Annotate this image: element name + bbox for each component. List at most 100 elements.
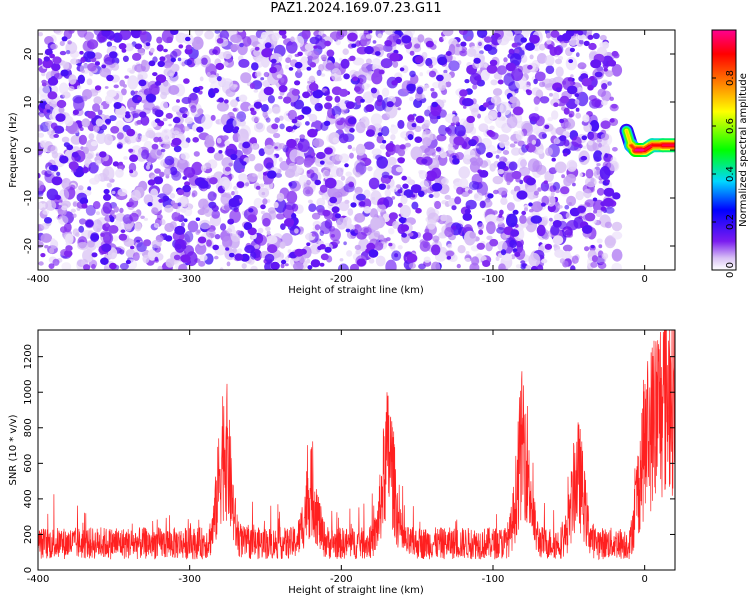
heatmap-cell — [221, 157, 233, 168]
heatmap-cell — [549, 92, 553, 97]
colorbar-label: Normalized spectral amplitude — [738, 73, 749, 227]
heatmap-cell — [436, 115, 441, 120]
heatmap-cell — [219, 267, 224, 270]
heatmap-cell — [153, 176, 164, 185]
heatmap-cell — [192, 137, 199, 143]
heatmap-cell — [612, 147, 618, 152]
heatmap-cell — [105, 222, 110, 228]
heatmap-cell — [65, 233, 74, 245]
heatmap-cell — [90, 233, 99, 241]
heatmap-cell — [197, 208, 206, 216]
heatmap-cell — [262, 217, 271, 227]
heatmap-cell — [212, 49, 218, 55]
heatmap-cell — [38, 190, 44, 197]
heatmap-cell — [550, 191, 555, 197]
heatmap-cell — [151, 239, 162, 249]
heatmap-cell — [400, 195, 408, 205]
heatmap-cell — [170, 57, 176, 63]
heatmap-cell — [124, 75, 129, 79]
heatmap-cell — [95, 118, 104, 127]
heatmap-cell — [310, 152, 316, 157]
top-x-axis-label: Height of straight line (km) — [288, 285, 424, 296]
heatmap-cell — [78, 185, 84, 191]
heatmap-cell — [38, 172, 41, 179]
heatmap-cell — [223, 99, 229, 104]
heatmap-cell — [588, 42, 597, 51]
heatmap-cell — [520, 54, 528, 63]
heatmap-cell — [130, 245, 135, 250]
heatmap-cell — [376, 156, 389, 169]
heatmap-cell — [356, 232, 367, 240]
heatmap-cell — [401, 232, 407, 238]
heatmap-cell — [554, 161, 567, 174]
heatmap-cell — [229, 30, 238, 36]
heatmap-cell — [147, 202, 153, 207]
x-tick-label: -400 — [27, 274, 50, 285]
heatmap-cell — [51, 176, 63, 186]
heatmap-cell — [165, 258, 175, 268]
heatmap-cell — [525, 89, 531, 93]
heatmap-cell — [512, 30, 522, 36]
heatmap-cell — [63, 249, 73, 258]
heatmap-cell — [306, 66, 312, 71]
heatmap-cell — [348, 181, 355, 188]
heatmap-cell — [490, 79, 498, 86]
heatmap-cell — [546, 39, 552, 45]
snr-frame — [37, 329, 676, 571]
heatmap-cell — [81, 118, 91, 128]
heatmap-cell — [119, 30, 132, 41]
heatmap-cell — [331, 206, 340, 214]
heatmap-cell — [339, 57, 343, 62]
heatmap-cell — [204, 30, 215, 40]
heatmap-cell — [278, 157, 283, 162]
heatmap-cell — [240, 168, 245, 172]
heatmap-cell — [481, 255, 487, 262]
heatmap-cell — [582, 114, 590, 123]
heatmap-cell — [72, 109, 79, 116]
heatmap-cell — [377, 33, 383, 39]
heatmap-cell — [479, 50, 484, 55]
heatmap-cell — [585, 176, 597, 188]
bottom-x-ticks: -400 -300 -200 -100 0 — [27, 330, 648, 585]
top-y-axis-label: Frequency (Hz) — [8, 112, 19, 188]
heatmap-cell — [582, 145, 588, 149]
heatmap-cell — [485, 152, 493, 158]
heatmap-cell — [496, 187, 508, 196]
heatmap-cell — [270, 261, 280, 270]
heatmap-cell — [51, 130, 55, 135]
heatmap-cell — [509, 96, 518, 104]
heatmap-cell — [324, 147, 333, 155]
heatmap-cell — [286, 40, 298, 54]
heatmap-cell — [53, 73, 63, 80]
heatmap-cell — [596, 238, 603, 244]
heatmap-cell — [445, 51, 452, 56]
heatmap-cell — [458, 30, 468, 36]
heatmap-cell — [555, 66, 564, 78]
heatmap-cell — [109, 51, 118, 59]
heatmap-cell — [549, 217, 553, 222]
heatmap-cell — [232, 107, 238, 112]
heatmap-cell — [72, 213, 77, 218]
heatmap-cell — [38, 32, 43, 37]
heatmap-cell — [487, 193, 494, 199]
heatmap-cell — [544, 243, 553, 250]
heatmap-cell — [199, 76, 204, 82]
heatmap-cell — [380, 30, 385, 33]
heatmap-cell — [559, 135, 567, 142]
heatmap-cell — [197, 236, 207, 244]
heatmap-cell — [549, 196, 556, 204]
heatmap-cell — [355, 143, 366, 156]
heatmap-cell — [243, 222, 252, 230]
heatmap-cell — [397, 157, 405, 164]
heatmap-cell — [603, 67, 608, 72]
heatmap-cell — [205, 134, 214, 145]
heatmap-cell — [307, 265, 313, 270]
signal-segment — [625, 129, 632, 147]
heatmap-cell — [561, 174, 565, 179]
heatmap-cell — [154, 118, 161, 124]
heatmap-cell — [59, 155, 69, 164]
heatmap-cell — [459, 89, 468, 97]
heatmap-cell — [212, 244, 219, 251]
heatmap-cell — [466, 205, 471, 209]
heatmap-cell — [371, 197, 376, 200]
